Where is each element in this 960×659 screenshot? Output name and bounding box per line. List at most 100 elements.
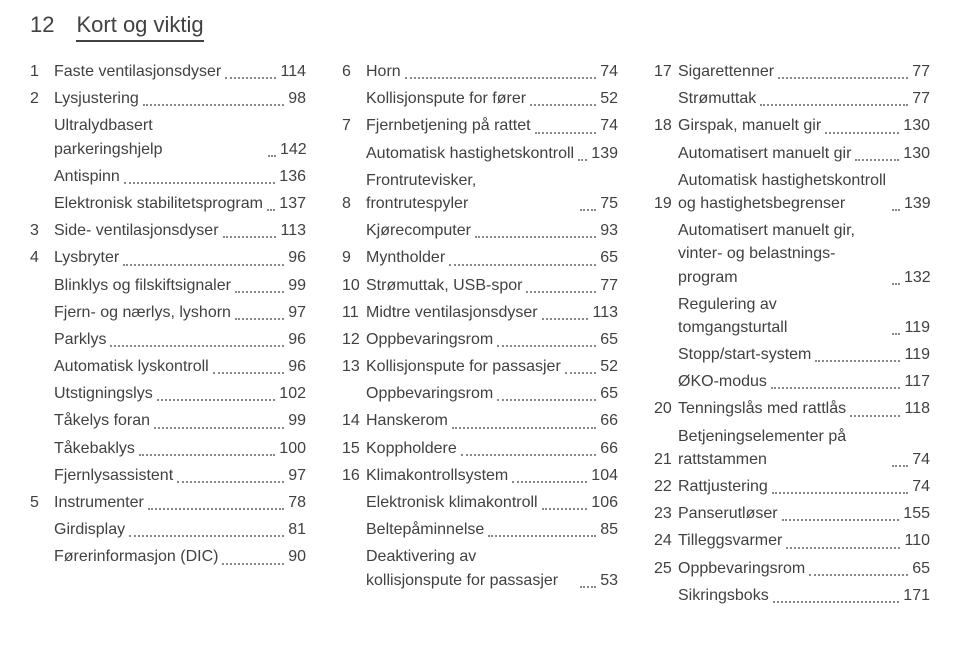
toc-entry-label: Regulering av tomgangsturtall	[678, 293, 888, 339]
toc-entry-label: Strømuttak, USB-spor	[366, 274, 522, 297]
toc-entry: 13Kollisjonspute for passasjer52	[342, 355, 618, 378]
toc-columns: 1Faste ventilasjonsdyser1142Lysjustering…	[30, 60, 930, 611]
toc-entry-page: 77	[912, 60, 930, 83]
toc-entry-page: 74	[600, 114, 618, 137]
toc-entry-page: 96	[288, 328, 306, 351]
toc-entry-leader	[535, 132, 597, 134]
toc-entry-page: 106	[591, 491, 618, 514]
toc-entry-leader	[580, 209, 596, 211]
toc-entry-leader	[449, 264, 596, 266]
toc-entry-page: 96	[288, 246, 306, 269]
toc-entry-page: 136	[279, 165, 306, 188]
toc-entry: 24Tilleggsvarmer110	[654, 529, 930, 552]
toc-entry-label: Automatisert manuelt gir, vinter- og bel…	[678, 219, 888, 289]
toc-entry-leader	[123, 264, 284, 266]
toc-entry-label: Instrumenter	[54, 491, 144, 514]
toc-entry-label: Fjernlysassistent	[54, 464, 173, 487]
toc-entry-label: Deaktivering av kollisjonspute for passa…	[366, 545, 576, 591]
toc-entry-label: Tåkebaklys	[54, 437, 135, 460]
page-number: 12	[30, 12, 54, 38]
toc-entry-page: 74	[912, 475, 930, 498]
toc-entry-number: 9	[342, 246, 366, 269]
toc-entry: Sikringsboks171	[654, 584, 930, 607]
toc-entry-page: 99	[288, 274, 306, 297]
toc-entry: Fjernlysassistent97	[30, 464, 306, 487]
toc-entry: 6Horn74	[342, 60, 618, 83]
toc-entry-number: 15	[342, 437, 366, 460]
toc-entry-label: Stopp/start-system	[678, 343, 811, 366]
toc-entry-label: Side- ventilasjonsdyser	[54, 219, 219, 242]
toc-entry-label: Elektronisk stabilitets­program	[54, 192, 263, 215]
toc-entry: Regulering av tomgangsturtall119	[654, 293, 930, 339]
toc-entry-label: Midtre ventilasjonsdyser	[366, 301, 538, 324]
toc-entry-label: Frontrutevisker, frontrutespyler	[366, 169, 576, 215]
toc-entry: Automatisk hastighets­kontroll139	[342, 142, 618, 165]
toc-entry: 15Koppholdere66	[342, 437, 618, 460]
toc-entry-page: 75	[600, 192, 618, 215]
toc-entry-number: 10	[342, 274, 366, 297]
toc-entry-label: Fjernbetjening på rattet	[366, 114, 531, 137]
toc-entry-leader	[475, 236, 596, 238]
toc-entry-page: 65	[600, 382, 618, 405]
toc-entry-leader	[542, 318, 589, 320]
toc-entry-leader	[850, 415, 900, 417]
toc-entry: 8Frontrutevisker, frontrutespyler 75	[342, 169, 618, 215]
toc-entry-leader	[461, 454, 596, 456]
toc-entry-label: Rattjustering	[678, 475, 768, 498]
toc-entry-leader	[139, 454, 275, 456]
toc-entry: ØKO-modus117	[654, 370, 930, 393]
toc-entry-label: Faste ventilasjonsdyser	[54, 60, 221, 83]
toc-entry-number: 2	[30, 87, 54, 110]
toc-entry-page: 81	[288, 518, 306, 541]
toc-entry: Parklys96	[30, 328, 306, 351]
toc-entry-leader	[268, 155, 276, 157]
toc-entry: Kjørecomputer93	[342, 219, 618, 242]
toc-entry-page: 114	[280, 60, 306, 83]
toc-entry-page: 137	[279, 192, 306, 215]
toc-entry: Stopp/start-system 119	[654, 343, 930, 366]
toc-entry-leader	[773, 601, 900, 603]
toc-entry-page: 85	[600, 518, 618, 541]
toc-entry: 23Panserutløser155	[654, 502, 930, 525]
toc-entry-label: Oppbevaringsrom	[366, 328, 493, 351]
toc-entry: 18Girspak, manuelt gir130	[654, 114, 930, 137]
toc-entry: 17Sigarettenner77	[654, 60, 930, 83]
toc-entry-page: 113	[592, 301, 618, 324]
toc-entry-page: 119	[904, 343, 930, 366]
toc-entry-label: Betjeningselementer på rattstammen	[678, 425, 888, 471]
toc-entry-number: 25	[654, 557, 678, 580]
toc-entry-number: 13	[342, 355, 366, 378]
toc-entry-page: 77	[600, 274, 618, 297]
toc-entry-page: 139	[591, 142, 618, 165]
toc-entry-leader	[542, 508, 588, 510]
toc-entry-page: 90	[288, 545, 306, 568]
toc-entry-page: 155	[903, 502, 930, 525]
toc-entry-number: 21	[654, 448, 678, 471]
toc-entry-leader	[855, 159, 899, 161]
toc-entry-leader	[578, 159, 587, 161]
toc-entry-number: 7	[342, 114, 366, 137]
toc-entry-label: Ultralydbasert parkeringshjelp	[54, 114, 264, 160]
toc-entry-label: Girspak, manuelt gir	[678, 114, 821, 137]
toc-entry: 20Tenningslås med rattlås118	[654, 397, 930, 420]
toc-entry-label: Fjern- og nærlys, lyshorn	[54, 301, 231, 324]
toc-column-1: 1Faste ventilasjonsdyser1142Lysjustering…	[30, 60, 306, 611]
toc-entry-label: Myntholder	[366, 246, 445, 269]
toc-entry-page: 65	[600, 246, 618, 269]
toc-entry-leader	[213, 372, 284, 374]
toc-entry: 21Betjeningselementer på rattstammen74	[654, 425, 930, 471]
toc-entry-leader	[782, 519, 900, 521]
toc-entry: Ultralydbasert parkeringshjelp142	[30, 114, 306, 160]
toc-entry-number: 8	[342, 192, 366, 215]
toc-entry: Førerinformasjon (DIC) 90	[30, 545, 306, 568]
toc-entry-page: 98	[288, 87, 306, 110]
toc-entry-label: Kollisjonspute for fører	[366, 87, 526, 110]
toc-entry-label: Førerinformasjon (DIC)	[54, 545, 218, 568]
toc-entry-number: 18	[654, 114, 678, 137]
toc-entry-label: Automatisert manuelt gir	[678, 142, 851, 165]
toc-entry: Utstigningslys102	[30, 382, 306, 405]
toc-entry-number: 1	[30, 60, 54, 83]
toc-entry-number: 5	[30, 491, 54, 514]
toc-entry-leader	[235, 318, 284, 320]
toc-entry-leader	[760, 104, 908, 106]
